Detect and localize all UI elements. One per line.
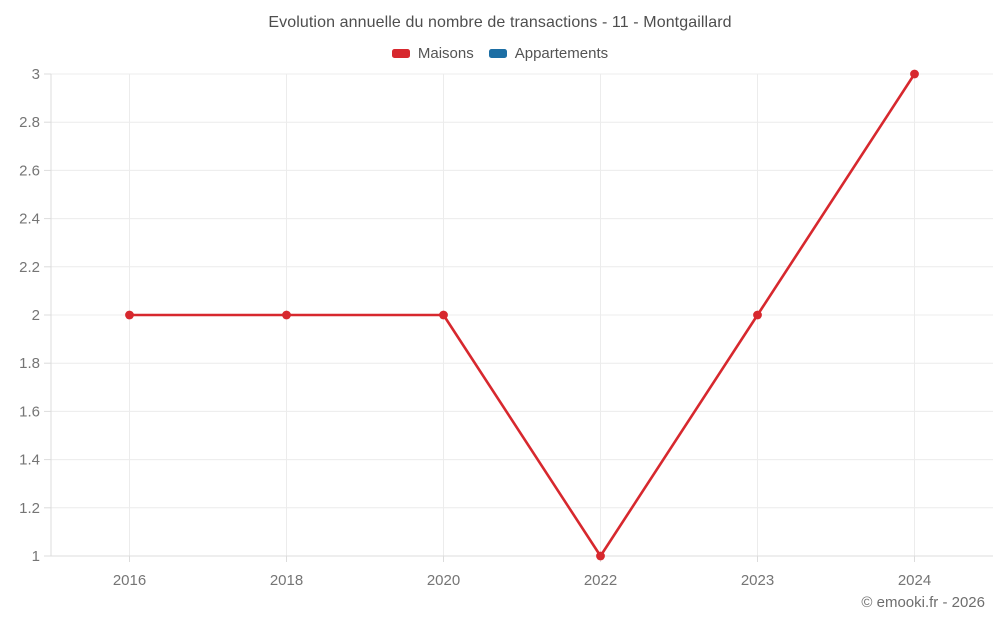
y-tick-label: 1.4 — [19, 452, 40, 469]
x-tick-label: 2020 — [427, 572, 460, 589]
y-tick-label: 3 — [32, 66, 40, 83]
y-tick-label: 2.8 — [19, 114, 40, 131]
data-point[interactable] — [753, 310, 762, 320]
y-tick-label: 2 — [32, 307, 40, 324]
y-tick-label: 1.2 — [19, 500, 40, 517]
credits-label: © emooki.fr - 2026 — [861, 594, 985, 611]
x-tick-label: 2024 — [898, 572, 931, 589]
data-point[interactable] — [439, 310, 448, 320]
series-line-maisons — [128, 72, 916, 558]
x-tick-label: 2018 — [270, 572, 303, 589]
data-point[interactable] — [596, 551, 605, 561]
appartements-swatch-icon — [488, 49, 507, 58]
legend-item-label: Maisons — [417, 45, 474, 62]
data-point[interactable] — [282, 310, 291, 320]
y-tick-label: 1.8 — [19, 355, 40, 372]
data-point[interactable] — [125, 310, 134, 320]
x-tick-label: 2016 — [113, 572, 146, 589]
data-point[interactable] — [910, 69, 919, 79]
chart-title: Evolution annuelle du nombre de transact… — [268, 14, 732, 31]
legend: Maisons Appartements — [0, 45, 1000, 62]
legend-item-appartements[interactable]: Appartements — [488, 45, 609, 62]
x-tick-label: 2022 — [584, 572, 617, 589]
legend-item-label: Appartements — [514, 45, 609, 62]
y-tick-label: 2.2 — [19, 259, 40, 276]
legend-item-maisons[interactable]: Maisons — [391, 45, 474, 62]
y-tick-label: 2.4 — [19, 211, 40, 228]
y-tick-label: 2.6 — [19, 162, 40, 179]
x-tick-label: 2023 — [741, 572, 774, 589]
maisons-swatch-icon — [391, 49, 410, 58]
y-tick-label: 1.6 — [19, 403, 40, 420]
y-tick-label: 1 — [32, 548, 40, 565]
